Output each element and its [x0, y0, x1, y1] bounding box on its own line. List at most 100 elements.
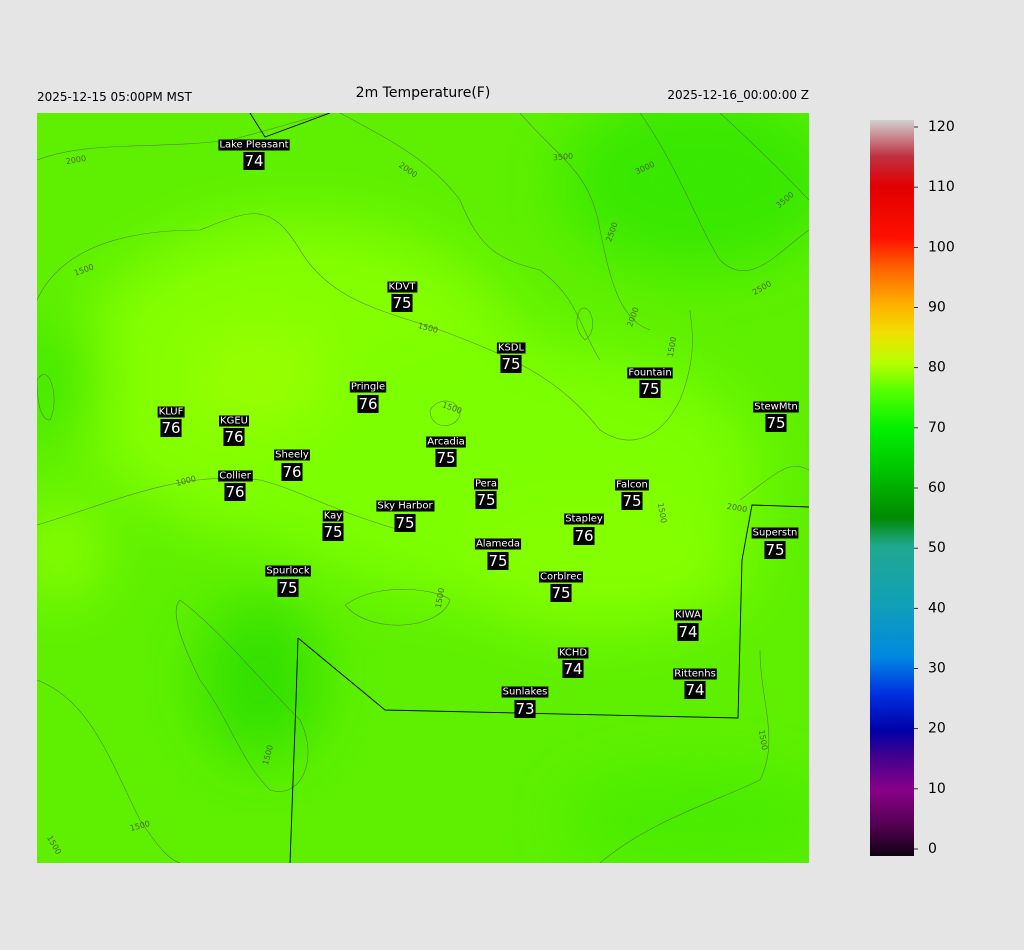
station-value-bg [475, 491, 497, 509]
station-value: 75 [392, 294, 411, 312]
station-name-bg [496, 342, 526, 354]
station-name: Fountain [628, 368, 671, 379]
station-name: Corblrec [540, 572, 582, 583]
station-value-bg [394, 514, 416, 532]
station-value-bg [764, 541, 786, 559]
colorbar-tick-label: 40 [928, 600, 946, 616]
station: Alameda 75 [474, 538, 522, 570]
station-value: 76 [282, 463, 301, 481]
station-value: 75 [395, 514, 414, 532]
station-value: 76 [161, 419, 180, 437]
station: Sheely 76 [274, 449, 310, 481]
station: Sunlakes 73 [501, 686, 549, 718]
station-name: Arcadia [427, 437, 465, 448]
station-value: 76 [225, 483, 244, 501]
station-value-bg [277, 579, 299, 597]
station-name: Lake Pleasant [219, 140, 288, 151]
station-name: KLUF [159, 407, 184, 418]
station: Sky Harbor 75 [376, 500, 435, 532]
header-left: 2025-12-15 05:00PM MST [37, 90, 193, 104]
station-name-bg [615, 479, 649, 491]
station-value-bg [573, 527, 595, 545]
station-name-bg [557, 647, 589, 659]
station-value-bg [621, 492, 643, 510]
station-name: Sunlakes [503, 687, 548, 698]
contour-label: 3500 [552, 152, 573, 163]
contour-label: 1500 [656, 502, 668, 524]
station-name-bg [322, 510, 344, 522]
station-value: 76 [224, 428, 243, 446]
station: Stapley 76 [564, 513, 604, 545]
colorbar-tick-label: 0 [928, 841, 937, 857]
station-name: Rittenhs [674, 669, 716, 680]
station-value-bg [160, 419, 182, 437]
colorbar-tick-label: 30 [928, 661, 946, 677]
station-value-bg [243, 152, 265, 170]
station-value-bg [562, 660, 584, 678]
station-value: 75 [488, 552, 507, 570]
station-value: 75 [765, 541, 784, 559]
station-name: Alameda [476, 539, 520, 550]
station-name-bg [274, 449, 310, 461]
station-value: 75 [766, 414, 785, 432]
colorbar-tick-label: 110 [928, 179, 955, 195]
station-value-bg [550, 584, 572, 602]
station-name-bg [387, 281, 418, 293]
station-name-bg [753, 401, 799, 413]
station-name: KGEU [220, 416, 248, 427]
colorbar-tick-label: 60 [928, 480, 946, 496]
station-value-bg [500, 355, 522, 373]
station-value-bg [322, 523, 344, 541]
header-title: 2m Temperature(F) [356, 85, 491, 101]
station-name-bg [426, 436, 466, 448]
station-name: Kay [324, 511, 343, 522]
station-value-bg [684, 681, 706, 699]
station-name-bg [473, 478, 499, 490]
station-name: Stapley [565, 514, 603, 525]
colorbar-tick-label: 50 [928, 540, 946, 556]
colorbar-ticks: 0 10 20 30 40 50 60 70 80 90 100 110 120 [914, 119, 955, 857]
station-name-bg [349, 381, 387, 393]
station-value-bg [765, 414, 787, 432]
station-name: Pera [475, 479, 497, 490]
station-name: KIWA [675, 610, 701, 621]
station-value: 74 [685, 681, 704, 699]
colorbar-tick-label: 20 [928, 721, 946, 737]
contour-label: 1500 [757, 729, 769, 751]
station-name: Sky Harbor [377, 501, 433, 512]
station-name-bg [673, 668, 717, 680]
station-value-bg [435, 449, 457, 467]
station-name: Collier [219, 471, 252, 482]
station-name: StewMtn [754, 402, 798, 413]
station-value-bg [677, 623, 699, 641]
station-name: KSDL [498, 343, 525, 354]
station-value-bg [514, 700, 536, 718]
station-value: 75 [323, 523, 342, 541]
station: KIWA 74 [674, 609, 702, 641]
station-value-bg [281, 463, 303, 481]
station-value: 75 [278, 579, 297, 597]
station: Pringle 76 [349, 381, 387, 413]
station-name: Falcon [616, 480, 648, 491]
station-name-bg [265, 565, 311, 577]
station-value: 75 [551, 584, 570, 602]
contour-label: 2000 [726, 502, 748, 514]
station-value-bg [223, 428, 245, 446]
station-name-bg [564, 513, 604, 525]
station-value: 75 [640, 380, 659, 398]
station-name-bg [751, 527, 799, 539]
colorbar-tick-label: 100 [928, 239, 955, 255]
colorbar-tick-label: 10 [928, 781, 946, 797]
station-value: 75 [501, 355, 520, 373]
station-value-bg [487, 552, 509, 570]
